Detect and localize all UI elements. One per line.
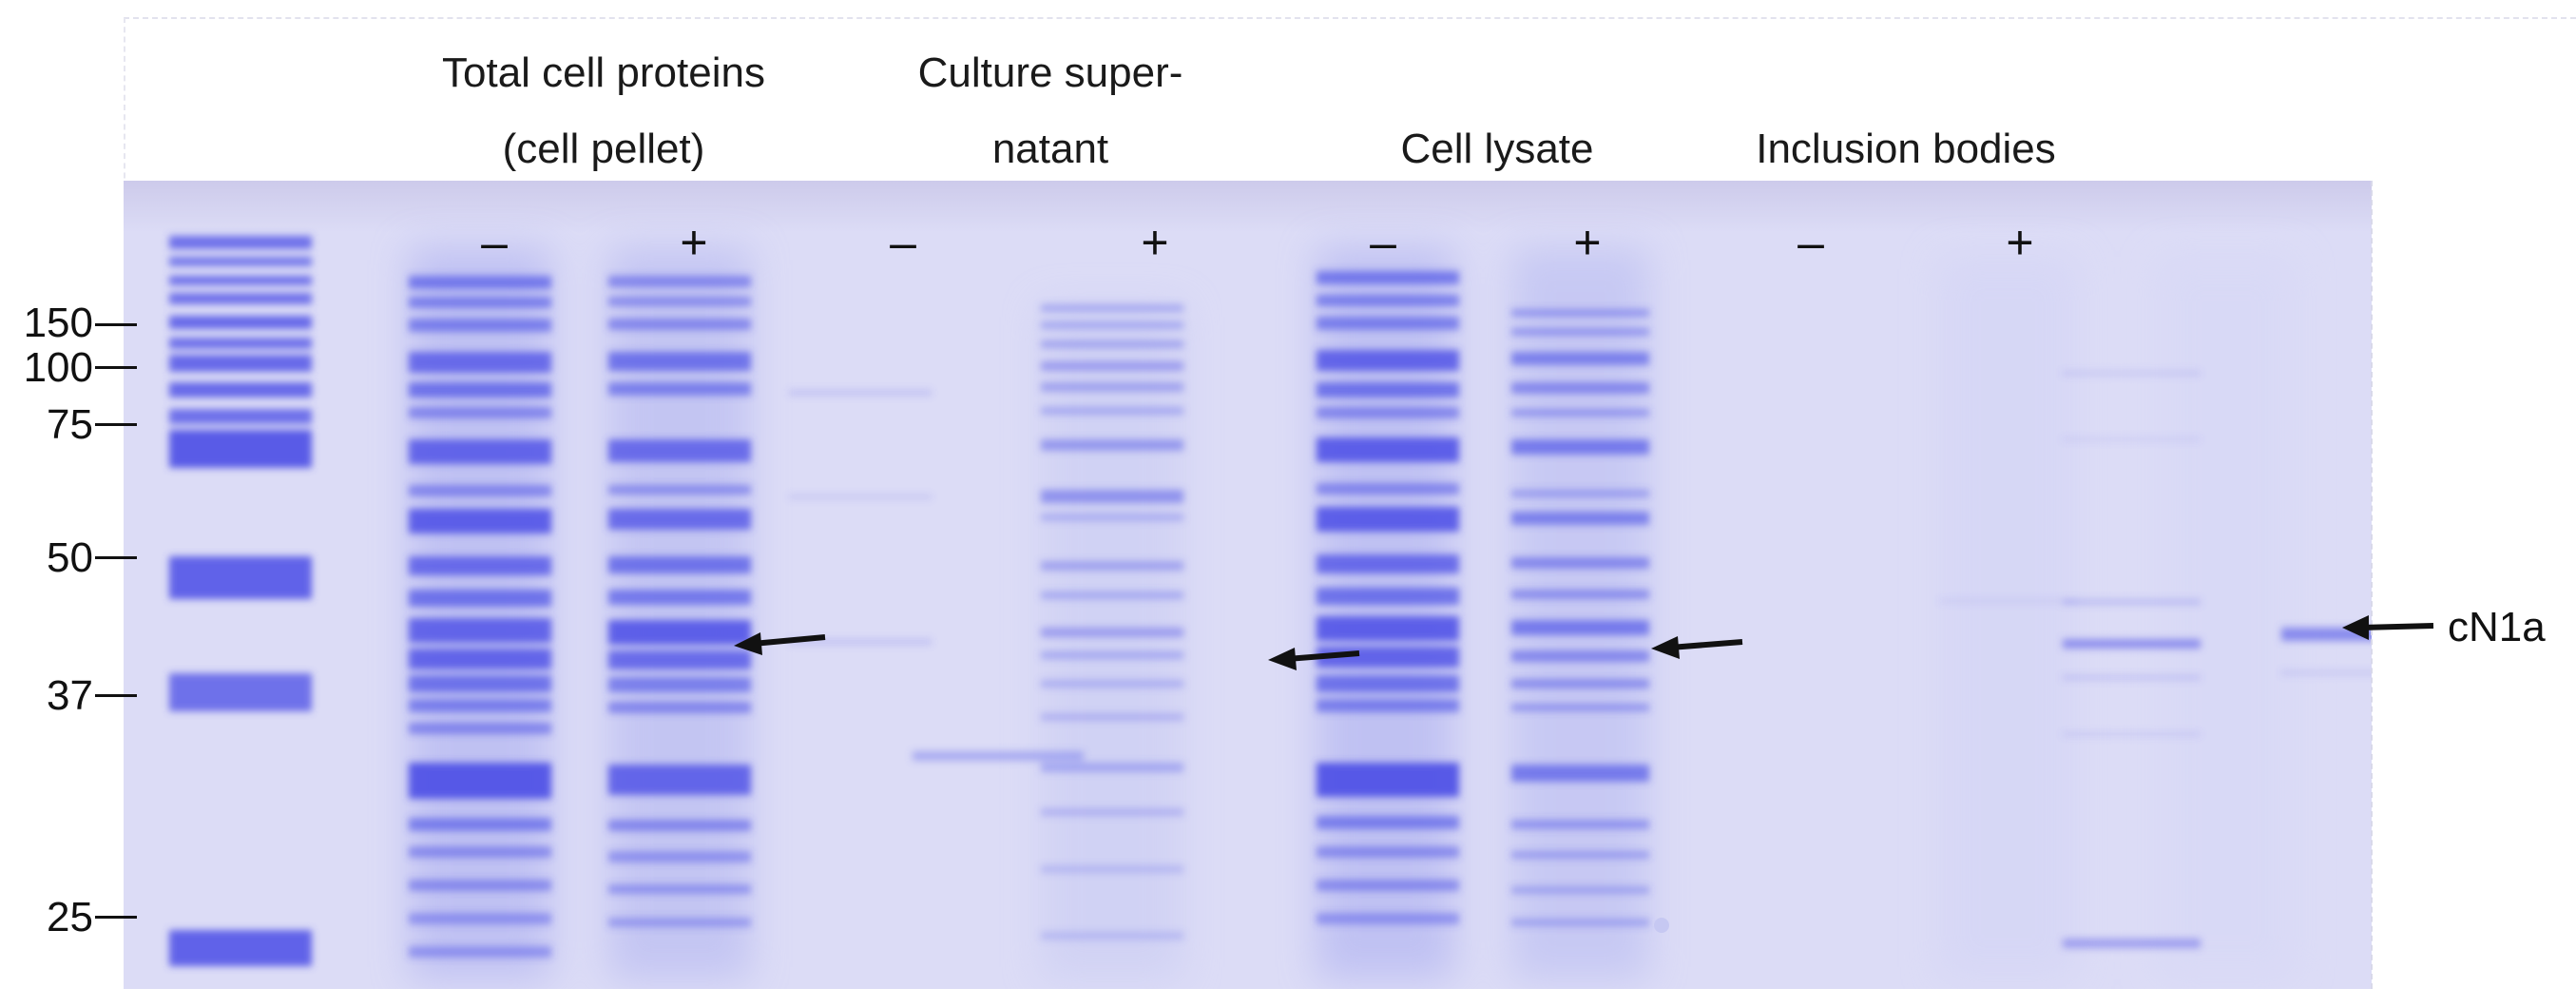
lane-sign-inclusion-plus: +	[2006, 216, 2034, 269]
mw-label-25: 25	[47, 894, 93, 940]
arrow-icon-lysate	[1651, 636, 1743, 659]
gel-image	[124, 181, 2372, 989]
lane-sign-total-minus: –	[481, 216, 508, 269]
arrow-icon-total	[734, 632, 826, 655]
figure-frame	[124, 17, 2576, 198]
mw-tick-37	[95, 694, 137, 697]
group-label-lysate: Cell lysate	[1400, 126, 1594, 172]
mw-label-75: 75	[47, 401, 93, 448]
lane-sign-total-plus: +	[680, 216, 708, 269]
protein-label-cn1a: cN1a	[2448, 604, 2546, 650]
mw-tick-75	[95, 423, 137, 426]
arrow-icon-cn1a	[2342, 615, 2434, 640]
group-label-total-line2: (cell pellet)	[502, 126, 705, 172]
mw-tick-150	[95, 323, 137, 326]
lane-sign-lysate-minus: –	[1370, 216, 1396, 269]
mw-label-37: 37	[47, 672, 93, 719]
lane-sign-supernatant-plus: +	[1141, 216, 1169, 269]
lane-sign-supernatant-minus: –	[890, 216, 916, 269]
mw-tick-50	[95, 556, 137, 559]
lane-sign-inclusion-minus: –	[1797, 216, 1824, 269]
mw-tick-100	[95, 366, 137, 369]
gel-bands	[124, 181, 2372, 989]
mw-label-150: 150	[23, 300, 93, 346]
mw-label-100: 100	[23, 344, 93, 391]
mw-label-50: 50	[47, 534, 93, 581]
lane-sign-lysate-plus: +	[1573, 216, 1602, 269]
arrow-icon-supernatant	[1268, 648, 1360, 670]
group-label-total-line1: Total cell proteins	[442, 49, 765, 96]
group-label-inclusion: Inclusion bodies	[1756, 126, 2056, 172]
figure-frame-right-edge	[2371, 181, 2373, 989]
group-label-supernatant-line2: natant	[991, 126, 1109, 172]
group-label-supernatant-line1: Culture super-	[917, 49, 1183, 96]
mw-tick-25	[95, 916, 137, 919]
